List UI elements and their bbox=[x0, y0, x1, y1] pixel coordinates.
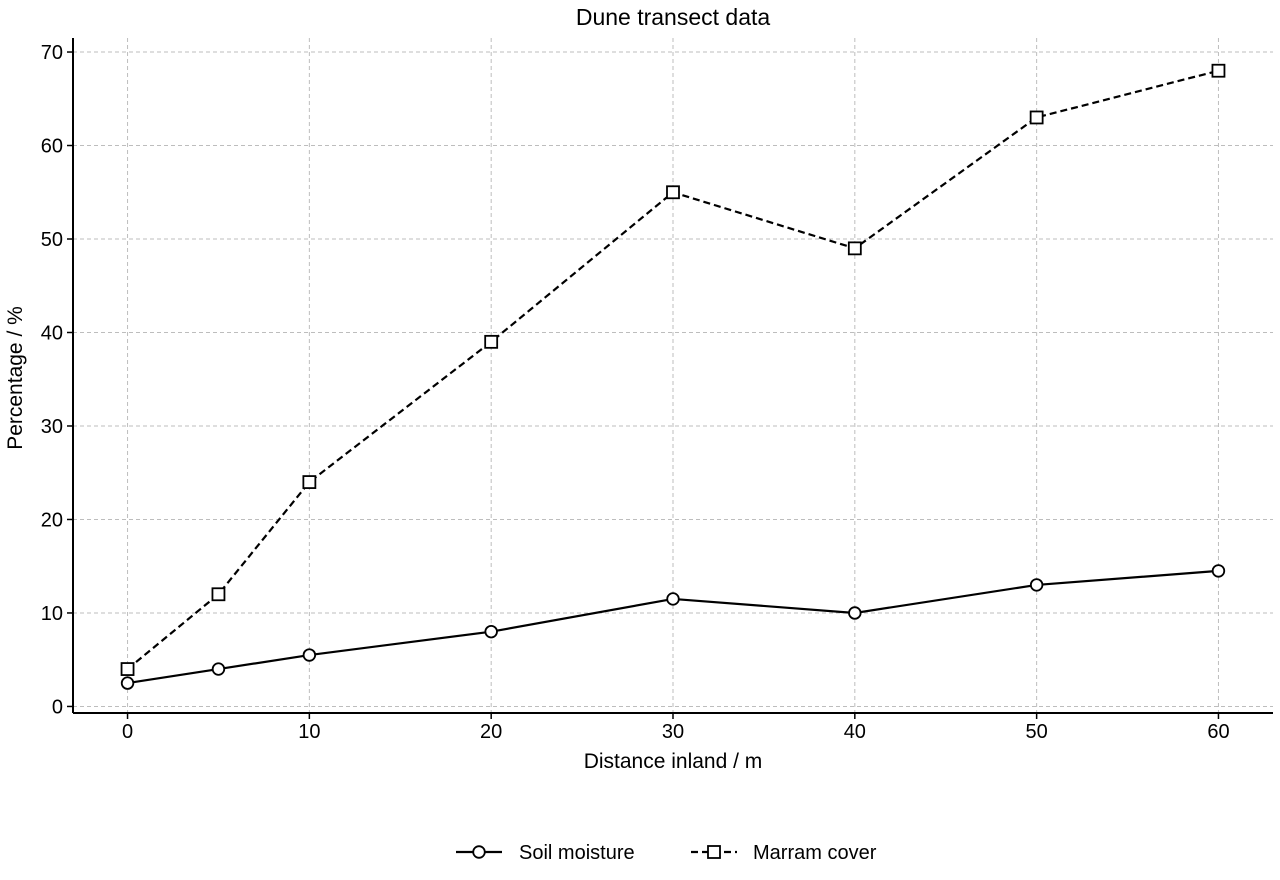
data-point-marram-cover bbox=[666, 185, 680, 200]
y-tick-label: 0 bbox=[52, 696, 63, 718]
data-point-soil-moisture bbox=[484, 624, 498, 639]
y-tick-label: 60 bbox=[41, 136, 63, 158]
data-point-marram-cover bbox=[847, 241, 862, 256]
axes-layer: 0 10 20 30 40 50 60 0 10 20 30 40 50 60 70 bbox=[41, 38, 1273, 743]
data-point-marram-cover bbox=[302, 475, 317, 489]
x-tick-label: 40 bbox=[844, 721, 866, 743]
x-tick-label: 0 bbox=[122, 721, 133, 743]
data-point-soil-moisture bbox=[848, 606, 862, 620]
y-tick-label: 70 bbox=[41, 42, 63, 64]
legend-item-marram-cover: Marram cover bbox=[691, 842, 877, 864]
legend-marker-soil-moisture bbox=[472, 845, 486, 859]
y-tick-label: 50 bbox=[41, 229, 63, 251]
y-tick-label: 30 bbox=[41, 416, 63, 438]
legend: Soil moisture Marram cover bbox=[456, 842, 877, 864]
x-tick-label: 50 bbox=[1026, 721, 1048, 743]
data-point-soil-moisture bbox=[120, 676, 135, 690]
y-tick-label: 40 bbox=[41, 322, 63, 344]
data-point-marram-cover bbox=[211, 587, 226, 602]
legend-marker-marram-cover bbox=[707, 845, 721, 859]
y-tick-label: 20 bbox=[41, 509, 63, 531]
y-tick-label: 10 bbox=[41, 603, 63, 625]
grid-layer bbox=[73, 38, 1273, 713]
x-tick-label: 20 bbox=[480, 721, 502, 743]
series-soil-moisture bbox=[120, 564, 1226, 690]
data-point-soil-moisture bbox=[1211, 564, 1226, 578]
series-line-marram-cover bbox=[126, 69, 1219, 670]
data-point-marram-cover bbox=[1211, 63, 1226, 78]
series-line-soil-moisture bbox=[127, 569, 1219, 685]
x-axis-label: Distance inland / m bbox=[584, 750, 763, 773]
series-marram-cover bbox=[120, 63, 1226, 676]
x-tick-label: 10 bbox=[298, 721, 320, 743]
legend-label-soil-moisture: Soil moisture bbox=[519, 842, 635, 864]
data-point-marram-cover bbox=[1029, 110, 1044, 125]
data-point-soil-moisture bbox=[211, 662, 226, 676]
legend-item-soil-moisture: Soil moisture bbox=[456, 842, 635, 864]
data-point-marram-cover bbox=[484, 334, 499, 349]
x-tick-label: 30 bbox=[662, 721, 684, 743]
series-layer bbox=[120, 63, 1226, 690]
data-point-soil-moisture bbox=[1029, 578, 1044, 592]
data-point-marram-cover bbox=[120, 662, 135, 676]
chart-title: Dune transect data bbox=[576, 4, 771, 30]
y-axis-label: Percentage / % bbox=[4, 306, 27, 450]
data-point-soil-moisture bbox=[302, 648, 317, 662]
x-tick-label: 60 bbox=[1207, 721, 1229, 743]
legend-label-marram-cover: Marram cover bbox=[753, 842, 877, 864]
data-point-soil-moisture bbox=[666, 592, 680, 606]
